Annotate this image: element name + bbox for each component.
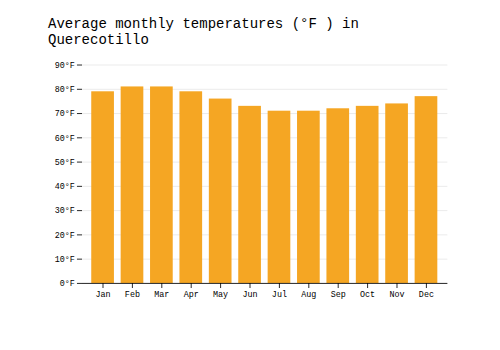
svg-text:Aug: Aug [301, 290, 316, 300]
svg-text:90°F: 90°F [55, 61, 75, 71]
svg-text:Dec: Dec [419, 290, 434, 300]
svg-text:Nov: Nov [389, 290, 404, 300]
svg-text:Feb: Feb [125, 290, 140, 300]
svg-text:20°F: 20°F [55, 231, 75, 241]
svg-text:Mar: Mar [154, 290, 169, 300]
svg-text:40°F: 40°F [55, 182, 75, 192]
svg-text:50°F: 50°F [55, 158, 75, 168]
svg-text:70°F: 70°F [55, 109, 75, 119]
svg-text:Sep: Sep [331, 290, 346, 300]
svg-text:Jan: Jan [95, 290, 110, 300]
svg-text:60°F: 60°F [55, 134, 75, 144]
svg-text:Jun: Jun [242, 290, 257, 300]
svg-text:Oct: Oct [360, 290, 375, 300]
svg-text:Apr: Apr [184, 290, 199, 300]
svg-text:30°F: 30°F [55, 206, 75, 216]
html-text:Average monthly temperatures (: Average monthly temperatures (°F ) in Qu… [48, 16, 359, 48]
svg-text:0°F: 0°F [60, 279, 75, 289]
svg-text:80°F: 80°F [55, 85, 75, 95]
svg-text:Jul: Jul [272, 290, 287, 300]
svg-text:10°F: 10°F [55, 255, 75, 265]
svg-text:May: May [213, 290, 228, 300]
